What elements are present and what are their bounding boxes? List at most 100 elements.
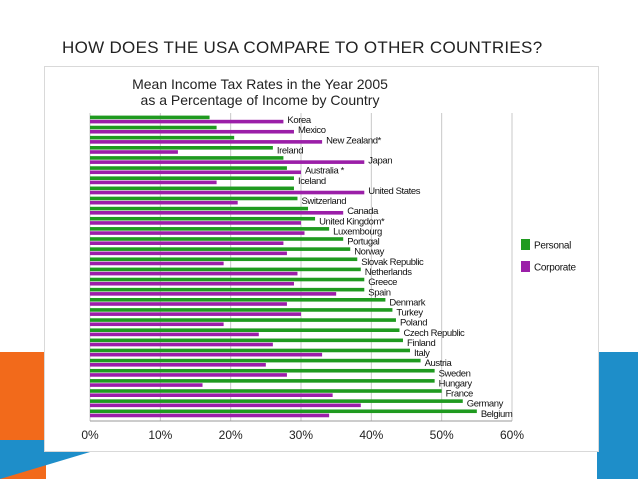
country-label: Ireland: [277, 145, 303, 156]
country-label: Mexico: [298, 125, 326, 136]
bar-corporate: [90, 352, 323, 357]
decorative-blue-block: [597, 352, 638, 479]
country-label: Korea: [287, 115, 311, 126]
country-label: Germany: [467, 399, 504, 410]
legend-label: Corporate: [534, 263, 577, 274]
bar-corporate: [90, 312, 301, 316]
bar-personal: [90, 196, 298, 201]
bar-personal: [90, 328, 400, 332]
country-label: Japan: [368, 156, 392, 167]
bar-personal: [90, 368, 435, 373]
country-label: Italy: [414, 348, 430, 359]
bar-corporate: [90, 241, 284, 245]
bar-corporate: [90, 403, 361, 408]
x-tick-label: 0%: [81, 428, 99, 442]
bar-corporate: [90, 221, 301, 225]
bars: [90, 115, 477, 418]
bar-corporate: [90, 332, 259, 337]
country-label: Denmark: [389, 297, 425, 308]
bar-personal: [90, 379, 435, 383]
bar-personal: [90, 216, 316, 221]
bar-corporate: [90, 251, 287, 256]
tax-rate-chart: Mean Income Tax Rates in the Year 2005 a…: [81, 76, 577, 442]
country-label: United Kingdom*: [319, 216, 385, 227]
bar-personal: [90, 206, 309, 211]
country-label: Greece: [368, 277, 397, 288]
bar-corporate: [90, 413, 330, 418]
country-label: France: [446, 389, 473, 400]
country-label: Iceland: [298, 176, 326, 187]
bar-corporate: [90, 170, 301, 175]
bar-corporate: [90, 119, 284, 124]
bar-personal: [90, 257, 358, 262]
chart-title: Mean Income Tax Rates in the Year 2005: [132, 76, 388, 92]
bar-personal: [90, 389, 442, 393]
legend-swatch: [521, 261, 530, 272]
slide-title: HOW DOES THE USA COMPARE TO OTHER COUNTR…: [62, 38, 543, 57]
bar-personal: [90, 176, 294, 180]
bar-corporate: [90, 342, 273, 347]
bar-personal: [90, 146, 273, 150]
bar-personal: [90, 318, 396, 322]
bar-corporate: [90, 292, 337, 296]
bar-personal: [90, 186, 294, 191]
bar-personal: [90, 308, 393, 312]
x-tick-label: 60%: [500, 428, 524, 442]
bar-corporate: [90, 302, 287, 306]
country-label: Switzerland: [301, 196, 346, 207]
bar-corporate: [90, 322, 224, 327]
bar-personal: [90, 125, 217, 130]
bar-personal: [90, 247, 351, 251]
bar-corporate: [90, 190, 365, 195]
bar-personal: [90, 287, 365, 292]
legend-label: Personal: [534, 241, 571, 252]
country-label: Norway: [354, 247, 384, 258]
country-label: Spain: [368, 287, 390, 298]
country-label: Poland: [400, 318, 427, 329]
bar-corporate: [90, 261, 224, 266]
legend: Personal Corporate: [521, 239, 577, 274]
country-label: Sweden: [439, 368, 471, 379]
legend-swatch: [521, 239, 530, 250]
x-tick-label: 20%: [219, 428, 243, 442]
bar-corporate: [90, 140, 323, 144]
x-tick-label: 30%: [289, 428, 313, 442]
bar-personal: [90, 267, 361, 272]
country-label: Australia *: [305, 166, 345, 177]
x-tick-label: 50%: [430, 428, 454, 442]
country-label: Finland: [407, 338, 435, 349]
bar-corporate: [90, 231, 305, 235]
bar-corporate: [90, 211, 344, 215]
bar-corporate: [90, 160, 365, 164]
bar-corporate: [90, 200, 238, 205]
bar-personal: [90, 409, 477, 414]
bar-personal: [90, 135, 235, 140]
country-label: Turkey: [396, 308, 423, 319]
chart-panel: Mean Income Tax Rates in the Year 2005 a…: [44, 66, 599, 452]
bar-corporate: [90, 150, 178, 154]
country-label: Netherlands: [365, 267, 412, 278]
country-label: Luxembourg: [333, 226, 382, 237]
bar-corporate: [90, 281, 294, 286]
bar-personal: [90, 166, 287, 170]
bar-corporate: [90, 383, 203, 387]
x-axis: 0% 10% 20% 30% 40% 50% 60%: [81, 420, 524, 442]
country-label: Belgium: [481, 409, 513, 420]
bar-personal: [90, 227, 330, 231]
country-label: United States: [368, 186, 420, 197]
bar-corporate: [90, 373, 287, 377]
bar-corporate: [90, 271, 298, 276]
chart-subtitle: as a Percentage of Income by Country: [141, 92, 380, 108]
bar-personal: [90, 298, 386, 302]
country-label: Slovak Republic: [361, 257, 424, 268]
bar-corporate: [90, 180, 217, 185]
x-tick-label: 10%: [148, 428, 172, 442]
country-label: Hungary: [439, 378, 473, 389]
bar-corporate: [90, 393, 333, 397]
bar-personal: [90, 156, 284, 160]
bar-personal: [90, 358, 421, 363]
bar-corporate: [90, 129, 294, 134]
x-tick-label: 40%: [359, 428, 383, 442]
bar-personal: [90, 115, 210, 120]
